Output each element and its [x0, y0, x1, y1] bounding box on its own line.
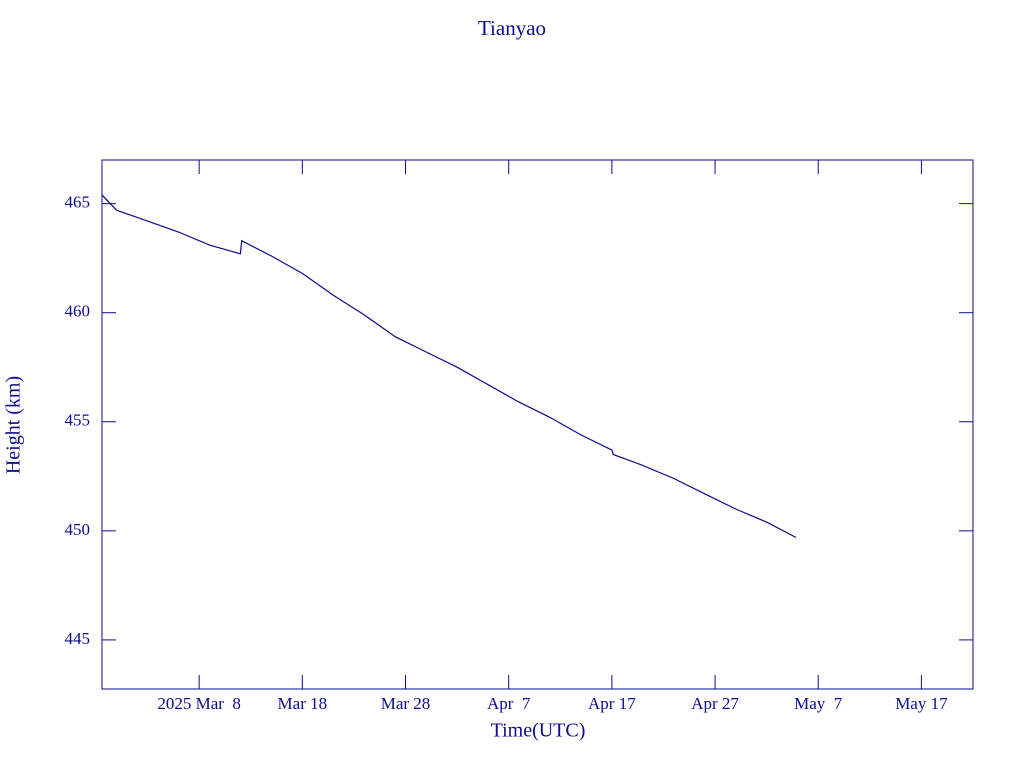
x-tick-label: May 17 — [895, 694, 948, 713]
x-tick-label: Apr 7 — [487, 694, 531, 713]
x-tick-label: Mar 18 — [278, 694, 328, 713]
x-tick-label: Apr 17 — [588, 694, 636, 713]
plot-frame — [101, 159, 974, 690]
y-tick-label: 445 — [65, 629, 91, 648]
x-tick-label: Mar 28 — [381, 694, 431, 713]
y-tick-label: 460 — [65, 302, 91, 321]
chart-title: Tianyao — [478, 16, 546, 40]
y-tick-label: 465 — [65, 193, 91, 212]
x-tick-label: 2025 Mar 8 — [157, 694, 241, 713]
data-line — [101, 194, 797, 538]
x-axis-label: Time(UTC) — [491, 720, 586, 742]
x-tick-label: Apr 27 — [691, 694, 739, 713]
x-tick-label: May 7 — [794, 694, 843, 713]
y-tick-label: 450 — [65, 520, 91, 539]
y-tick-label: 455 — [65, 411, 91, 430]
y-axis-label: Height (km) — [3, 376, 25, 474]
